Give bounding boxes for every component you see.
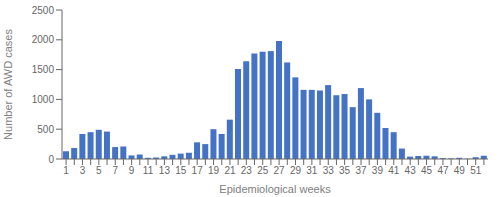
- svg-text:Epidemiological weeks: Epidemiological weeks: [219, 183, 331, 195]
- svg-text:37: 37: [355, 165, 367, 176]
- svg-text:Number of AWD cases: Number of AWD cases: [8, 29, 14, 140]
- svg-text:7: 7: [112, 165, 118, 176]
- svg-text:39: 39: [372, 165, 384, 176]
- svg-text:1: 1: [63, 165, 69, 176]
- svg-text:11: 11: [143, 165, 154, 176]
- svg-text:1500: 1500: [32, 64, 55, 75]
- svg-text:35: 35: [339, 165, 351, 176]
- svg-text:51: 51: [470, 165, 482, 176]
- svg-text:23: 23: [241, 165, 253, 176]
- svg-text:5: 5: [96, 165, 102, 176]
- svg-text:0: 0: [48, 154, 54, 165]
- svg-text:49: 49: [454, 165, 466, 176]
- svg-text:2000: 2000: [32, 34, 55, 45]
- svg-text:25: 25: [257, 165, 269, 176]
- svg-text:31: 31: [306, 165, 318, 176]
- svg-text:2500: 2500: [32, 5, 55, 16]
- svg-text:19: 19: [208, 165, 220, 176]
- svg-text:45: 45: [421, 165, 433, 176]
- svg-text:27: 27: [274, 165, 286, 176]
- svg-text:43: 43: [405, 165, 417, 176]
- svg-text:500: 500: [37, 124, 54, 135]
- svg-text:13: 13: [159, 165, 171, 176]
- svg-text:15: 15: [175, 165, 187, 176]
- svg-text:9: 9: [129, 165, 135, 176]
- svg-text:1000: 1000: [32, 94, 55, 105]
- svg-text:33: 33: [323, 165, 335, 176]
- svg-text:17: 17: [192, 165, 204, 176]
- svg-text:3: 3: [80, 165, 86, 176]
- svg-text:47: 47: [437, 165, 449, 176]
- svg-text:41: 41: [388, 165, 400, 176]
- svg-text:29: 29: [290, 165, 302, 176]
- svg-text:21: 21: [224, 165, 236, 176]
